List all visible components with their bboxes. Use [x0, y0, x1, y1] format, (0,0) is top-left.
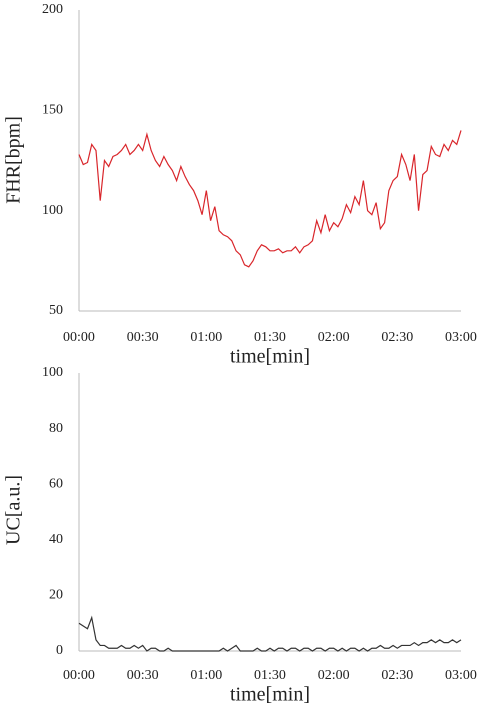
x-axis-title: time[min]	[230, 684, 310, 706]
x-tick-label: 02:00	[318, 668, 350, 683]
x-tick-label: 01:30	[254, 668, 286, 683]
y-tick-label: 100	[42, 203, 63, 218]
y-tick-label: 20	[49, 588, 63, 603]
x-tick-label: 02:30	[381, 330, 413, 345]
x-tick-label: 01:00	[190, 330, 222, 345]
x-tick-label: 03:00	[445, 330, 477, 345]
x-tick-label: 00:00	[63, 668, 95, 683]
y-axis-title: UC[a.u.]	[3, 475, 25, 545]
x-tick-label: 00:30	[127, 330, 159, 345]
x-tick-label: 00:30	[127, 668, 159, 683]
y-tick-label: 80	[49, 421, 63, 436]
x-tick-label: 03:00	[445, 668, 477, 683]
y-tick-label: 150	[42, 103, 63, 118]
y-tick-label: 0	[56, 643, 63, 658]
data-line	[78, 615, 462, 652]
y-tick-label: 60	[49, 476, 63, 491]
y-tick-label: 200	[42, 2, 63, 17]
y-tick-label: 40	[49, 532, 63, 547]
x-tick-label: 01:00	[190, 668, 222, 683]
y-tick-label: 50	[49, 303, 63, 318]
x-tick-label: 02:00	[318, 330, 350, 345]
x-tick-label: 01:30	[254, 330, 286, 345]
data-line	[78, 130, 462, 268]
y-tick-label: 100	[42, 365, 63, 380]
x-tick-label: 00:00	[63, 330, 95, 345]
x-tick-label: 02:30	[381, 668, 413, 683]
y-axis-title: FHR[bpm]	[3, 116, 25, 204]
x-axis-title: time[min]	[230, 346, 310, 368]
